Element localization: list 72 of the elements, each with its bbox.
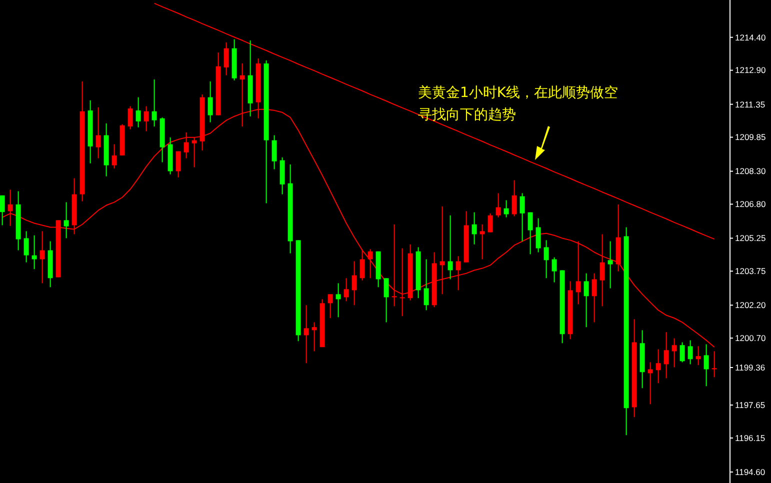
candlestick <box>520 192 525 242</box>
candlestick <box>536 218 541 253</box>
candlestick <box>368 248 373 279</box>
candlestick <box>704 344 709 387</box>
candlestick <box>696 346 701 366</box>
y-tick-label: 1200.70 <box>735 333 766 344</box>
candlestick <box>392 224 397 307</box>
candlestick <box>384 278 389 323</box>
candlestick <box>336 282 341 318</box>
y-tick-label: 1194.60 <box>735 467 766 477</box>
candlestick <box>192 136 197 168</box>
candlestick <box>312 322 317 352</box>
y-tick-label: 1197.65 <box>735 400 766 410</box>
candlestick <box>592 272 597 323</box>
candlestick <box>480 224 485 260</box>
candlestick <box>208 80 213 123</box>
candlestick <box>144 106 149 132</box>
candlestick <box>184 132 189 159</box>
candlestick <box>472 212 477 245</box>
candlestick <box>304 304 309 364</box>
y-tick-label: 1205.25 <box>735 233 766 244</box>
candlestick <box>136 96 141 128</box>
candlestick <box>488 212 493 233</box>
annotation: 美黄金1小时K线，在此顺势做空 <box>418 85 618 101</box>
candlestick <box>576 240 581 305</box>
candlestick <box>360 248 365 281</box>
candlestick <box>552 256 557 283</box>
candlestick <box>600 234 605 307</box>
y-tick-label: 1199.36 <box>735 362 766 372</box>
candlestick <box>584 272 589 328</box>
candlestick <box>544 240 549 279</box>
y-tick-label: 1203.75 <box>735 266 766 276</box>
candlestick <box>504 200 509 218</box>
candlestick <box>128 106 133 130</box>
candlestick <box>528 212 533 255</box>
candlestick <box>0 194 5 226</box>
candlestick <box>496 192 501 218</box>
candlestick <box>32 234 37 270</box>
candlestick <box>664 332 669 379</box>
candlestick <box>272 134 277 170</box>
candlestick <box>512 180 517 217</box>
y-tick-label: 1211.35 <box>735 99 766 110</box>
candlestick <box>328 294 333 319</box>
y-tick-label: 1202.20 <box>735 300 766 310</box>
candlestick <box>112 144 117 169</box>
candlestick <box>688 340 693 365</box>
candlestick <box>608 240 613 289</box>
y-tick-label: 1212.90 <box>735 65 766 76</box>
candlestick <box>456 256 461 291</box>
candlestick <box>352 260 357 306</box>
candlestick <box>8 189 13 226</box>
candlestick <box>448 214 453 280</box>
candlestick <box>712 350 717 378</box>
candlestick <box>64 202 69 239</box>
candlestick <box>344 278 349 302</box>
y-tick-label: 1208.30 <box>735 166 766 176</box>
y-tick-label: 1209.85 <box>735 132 766 142</box>
y-tick-label: 1206.80 <box>735 199 766 210</box>
candlestick <box>424 258 429 311</box>
candlestick <box>24 230 29 263</box>
candlestick <box>176 150 181 178</box>
candlestick <box>96 106 101 159</box>
candlestick <box>40 230 45 284</box>
line-series <box>154 2 715 240</box>
candlestick <box>680 342 685 363</box>
candlestick <box>656 348 661 384</box>
y-tick-label: 1214.40 <box>735 32 766 42</box>
candlestick <box>400 248 405 317</box>
y-tick-label: 1196.15 <box>735 432 766 443</box>
candlestick <box>672 338 677 368</box>
candlestick <box>224 42 229 76</box>
candlestick <box>152 78 157 127</box>
